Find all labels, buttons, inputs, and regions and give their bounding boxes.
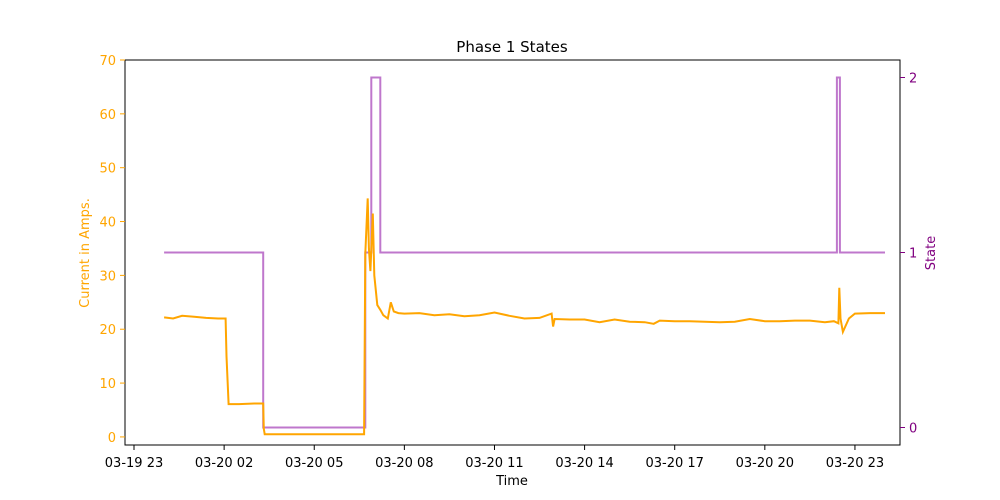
- x-tick-label: 03-20 17: [645, 456, 703, 471]
- y-right-tick-label: 2: [909, 72, 917, 87]
- y-left-tick-label: 10: [99, 377, 116, 392]
- x-axis-label: Time: [495, 474, 528, 489]
- x-tick-label: 03-19 23: [105, 456, 163, 471]
- y-right-tick-label: 1: [909, 247, 917, 262]
- x-tick-label: 03-20 20: [736, 456, 794, 471]
- y-left-tick-label: 40: [99, 216, 116, 231]
- y-axis-right-label: State: [924, 236, 939, 270]
- y-left-tick-label: 0: [108, 431, 116, 446]
- axes-layer: 03-19 23 03-20 02 03-20 05 03-20 08 03-20 11…: [99, 54, 917, 471]
- x-tick-label: 03-20 11: [465, 456, 523, 471]
- y-left-tick-label: 60: [99, 108, 116, 123]
- y-right-tick-label: 0: [909, 422, 917, 437]
- series-layer: [163, 76, 885, 436]
- y-left-tick-label: 50: [99, 162, 116, 177]
- plot-area: 03-19 23 03-20 02 03-20 05 03-20 08 03-20 11…: [99, 54, 917, 471]
- x-tick-label: 03-20 05: [285, 456, 343, 471]
- y-left-tick-label: 30: [99, 269, 116, 284]
- current-series-line: [163, 198, 885, 436]
- state-series-line: [164, 76, 885, 429]
- chart-title: Phase 1 States: [456, 38, 568, 56]
- y-left-tick-label: 70: [99, 54, 116, 69]
- y-axis-left-label: Current in Amps.: [78, 198, 93, 308]
- x-tick-label: 03-20 14: [555, 456, 613, 471]
- x-tick-label: 03-20 02: [195, 456, 253, 471]
- y-left-tick-label: 20: [99, 323, 116, 338]
- x-tick-label: 03-20 08: [375, 456, 433, 471]
- x-tick-label: 03-20 23: [826, 456, 884, 471]
